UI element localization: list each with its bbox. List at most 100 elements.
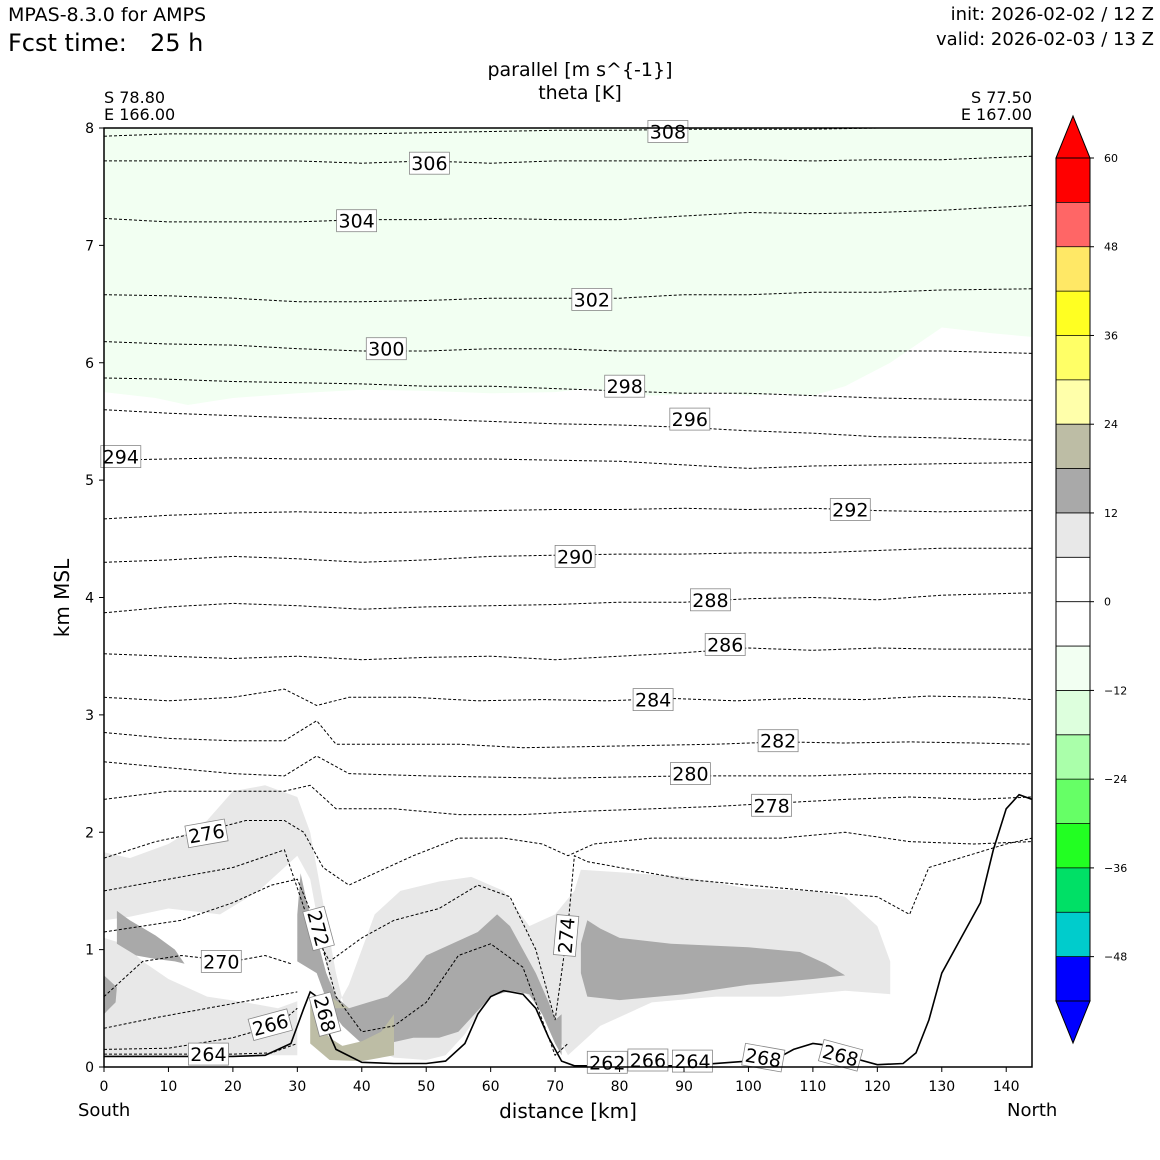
theta-contour-280 [104,755,1032,779]
colorbar-swatch [1056,246,1090,292]
colorbar-tick-label: −48 [1104,951,1127,964]
theta-contour-296 [104,409,1032,441]
x-tick-label: 80 [611,1079,629,1095]
theta-label-text: 294 [103,447,139,469]
wind-fill-region [104,128,1032,405]
theta-label-box [647,120,689,143]
theta-label-text: 278 [753,795,789,817]
theta-label-box [817,1039,864,1072]
theta-label-text: 270 [203,951,239,973]
wind-speed-fill-layer [104,128,1032,1062]
colorbar-tick-label: −36 [1104,862,1127,875]
colorbar-tick-label: 0 [1104,596,1111,609]
theta-label-box [408,151,450,175]
theta-contour-306 [104,155,1032,164]
theta-label-box [187,1042,229,1066]
right-endpoint-lon: E 167.00 [960,105,1032,124]
x-tick-label: 20 [224,1079,242,1095]
theta-contour-label: 308 [647,120,689,144]
colorbar-swatch [1056,779,1090,824]
wind-fill-region [580,920,846,1001]
theta-label-text: 266 [630,1050,666,1072]
y-axis-label: km MSL [50,558,74,638]
theta-label-text: 282 [760,731,796,753]
x-axis: 0 10 20 30 40 50 60 70 80 90 100 110 120 130 140 [100,1067,1020,1095]
theta-contour-label: 284 [632,688,674,712]
theta-label-text: 286 [707,635,743,657]
colorbar-tick-label: 12 [1104,507,1118,520]
theta-label-text: 280 [672,764,708,786]
y-tick-label: 1 [85,943,94,959]
theta-label-text: 262 [589,1052,625,1074]
forecast-time-value: 25 h [150,29,204,57]
colorbar: 60 48 36 24 12 0 −12 −24 −36 −48 [1055,114,1127,1045]
theta-contour-300 [104,341,1032,354]
theta-contour-label: 278 [751,793,792,817]
y-tick-label: 6 [85,356,94,372]
theta-contour-label: 286 [704,633,746,657]
theta-label-box [741,1042,786,1073]
x-axis-label: distance [km] [499,1099,637,1123]
theta-label-box [627,1048,669,1072]
theta-label-box [604,374,646,398]
y-tick-label: 5 [85,473,94,489]
colorbar-swatch [1056,557,1090,602]
colorbar-tick-label: 60 [1104,152,1118,165]
colorbar-swatch [1056,912,1090,957]
theta-contour-label: 294 [100,445,142,469]
theta-label-box [670,762,711,785]
init-time: init: 2026-02-02 / 12 Z [950,4,1154,25]
theta-contour-label: 302 [571,287,613,311]
x-tick-label: 120 [864,1079,891,1095]
theta-contour-302 [104,288,1032,303]
x-tick-label: 130 [928,1079,955,1095]
model-name: MPAS-8.3.0 for AMPS [8,4,207,26]
y-axis: 0 1 2 3 4 5 6 7 8 [85,121,104,1076]
theta-contour-label: 282 [757,729,799,753]
theta-label-layer: 308 306 304 302 300 298 296 294 292 290 288 286 284 2… [100,120,871,1074]
theta-contour-286 [104,647,1032,661]
theta-label-box [829,498,871,521]
left-direction-label: South [78,1100,131,1121]
theta-label-text: 300 [368,339,404,361]
theta-label-box [336,209,378,233]
forecast-time-label: Fcst time: [8,29,127,57]
theta-label-text: 264 [190,1044,226,1066]
colorbar-swatch [1056,646,1090,691]
left-endpoint-lon: E 166.00 [104,105,176,124]
theta-label-text: 302 [574,289,610,311]
theta-contour-label: 270 [200,950,242,973]
colorbar-swatch [1056,690,1090,735]
wind-fill-region [310,1002,394,1062]
theta-contour-label: 290 [554,545,596,568]
chart-title-line2: theta [K] [538,82,622,104]
colorbar-swatch [1056,956,1090,1001]
theta-contour-292 [104,507,1032,520]
theta-label-box [247,1008,293,1041]
x-tick-label: 90 [675,1079,693,1095]
theta-label-box [184,818,229,849]
theta-contour-294 [104,457,1032,469]
theta-label-text: 264 [674,1051,710,1073]
theta-contour-label: 268 [741,1042,786,1073]
theta-label-text: 296 [672,409,708,431]
y-tick-label: 2 [85,825,94,841]
theta-label-box [302,905,335,952]
theta-label-box [554,545,596,568]
colorbar-over-arrow [1055,114,1091,159]
theta-label-text: 274 [555,917,580,955]
theta-label-text: 308 [650,122,686,144]
colorbar-swatch [1056,335,1090,380]
theta-contour-label: 266 [627,1048,669,1072]
right-direction-label: North [1007,1100,1058,1121]
right-endpoint-lat: S 77.50 [970,88,1032,107]
theta-label-text: 284 [635,690,671,712]
wind-fill-region [104,975,117,1015]
theta-label-box [632,688,674,711]
x-tick-label: 140 [993,1079,1020,1095]
theta-label-box [571,287,613,311]
x-tick-label: 0 [100,1079,109,1095]
x-tick-label: 50 [417,1079,435,1095]
theta-contour-label: 300 [365,337,407,361]
